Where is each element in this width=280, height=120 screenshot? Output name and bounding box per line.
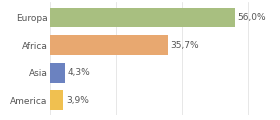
Text: 56,0%: 56,0% — [237, 13, 266, 22]
Text: 3,9%: 3,9% — [66, 96, 89, 105]
Bar — [50, 35, 168, 55]
Bar — [50, 8, 235, 27]
Bar — [50, 90, 63, 110]
Text: 35,7%: 35,7% — [171, 41, 199, 50]
Text: 4,3%: 4,3% — [67, 68, 90, 77]
Bar — [50, 63, 65, 83]
